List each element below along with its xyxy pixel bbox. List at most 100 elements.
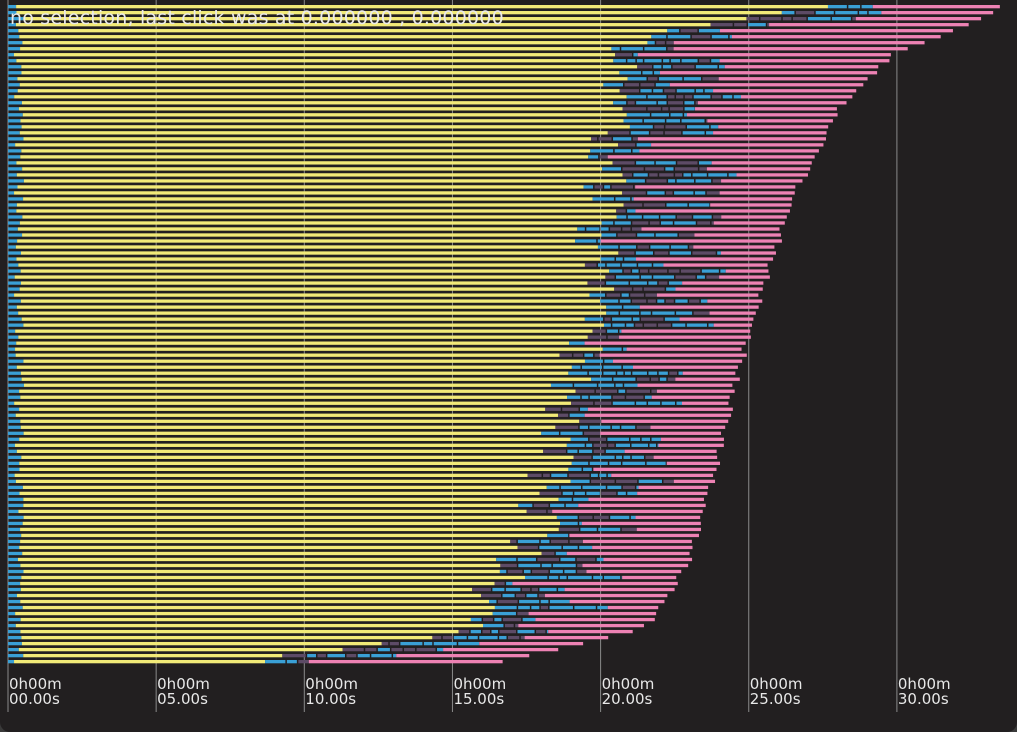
bar-segment-phase-b	[540, 539, 550, 544]
bar-segment-startup	[8, 125, 22, 129]
bar-segment-phase-c	[656, 293, 759, 297]
bar-segment-phase-b	[502, 617, 522, 622]
bar-segment-startup	[8, 545, 20, 550]
bar-segment-phase-b	[636, 161, 655, 165]
bar-segment-phase-b	[558, 497, 572, 502]
bar-segment-phase-b	[468, 635, 478, 640]
bars	[8, 5, 1000, 664]
bar-segment-phase-c	[635, 209, 790, 213]
bar-segment-phase-b	[827, 5, 847, 9]
bar-segment-phase-a	[17, 185, 584, 189]
bar-segment-phase-b	[701, 269, 719, 273]
bar-segment-phase-a	[15, 245, 598, 249]
bar-segment-phase-b	[667, 47, 674, 51]
bar-segment-phase-b	[624, 257, 637, 261]
bar-segment-phase-b	[518, 605, 530, 610]
bar-segment-phase-b	[708, 323, 714, 327]
bar-segment-phase-b	[574, 383, 597, 387]
bar-segment-phase-b	[601, 221, 614, 225]
bar-segment-phase-b	[657, 101, 667, 105]
bar-segment-phase-a	[21, 125, 630, 129]
bar-segment-phase-c	[584, 413, 732, 417]
bar-segment-phase-a	[21, 641, 382, 646]
bar-segment-phase-b	[668, 101, 683, 105]
bar-segment-phase-a	[16, 209, 617, 213]
bar-segment-phase-b	[674, 221, 696, 225]
bar-segment-phase-b	[580, 407, 588, 411]
bar-segment-phase-b	[570, 479, 590, 484]
bar-segment-startup	[8, 185, 18, 189]
bar-segment-phase-a	[17, 89, 620, 93]
bar-segment-phase-b	[479, 635, 498, 640]
bar-segment-phase-b	[686, 125, 710, 129]
bar-segment-phase-c	[653, 455, 718, 459]
bar-segment-phase-a	[20, 395, 568, 399]
bar-segment-phase-b	[594, 401, 612, 405]
bar-segment-phase-b	[581, 365, 602, 369]
bar-segment-phase-b	[636, 377, 650, 381]
bar-segment-phase-b	[658, 371, 668, 375]
bar-segment-phase-b	[371, 653, 392, 658]
bar-segment-phase-a	[17, 77, 628, 81]
bar-segment-phase-b	[674, 167, 698, 171]
bar-segment-phase-b	[492, 611, 516, 616]
bar-segment-phase-b	[573, 497, 589, 502]
bar-segment-phase-b	[632, 299, 647, 303]
bar-segment-phase-a	[15, 413, 559, 417]
bar-segment-startup	[8, 617, 21, 622]
bar-segment-phase-b	[643, 287, 665, 291]
bar-segment-phase-c	[669, 83, 864, 87]
bar-segment-phase-b	[423, 641, 433, 646]
bar-segment-phase-b	[694, 191, 706, 195]
bar-segment-phase-b	[658, 323, 671, 327]
bar-segment-phase-b	[623, 455, 631, 459]
bar-segment-phase-b	[571, 365, 581, 369]
bar-segment-phase-c	[719, 59, 890, 63]
bar-segment-phase-c	[635, 515, 701, 520]
bar-segment-phase-c	[587, 407, 733, 411]
bar-segment-phase-b	[630, 515, 636, 520]
bar-segment-phase-b	[588, 371, 602, 375]
bar-segment-phase-b	[644, 47, 667, 51]
bar-segment-phase-b	[568, 371, 588, 375]
bar-segment-startup	[8, 293, 15, 297]
bar-segment-phase-b	[598, 383, 615, 387]
bar-segment-phase-b	[472, 587, 491, 592]
bar-segment-phase-b	[643, 203, 666, 207]
bar-segment-phase-b	[538, 593, 545, 598]
bar-segment-phase-a	[16, 173, 623, 177]
bar-segment-phase-b	[606, 281, 629, 285]
bar-segment-phase-b	[541, 551, 555, 556]
bar-segment-startup	[8, 311, 19, 315]
bar-segment-phase-b	[504, 623, 514, 628]
bar-segment-phase-b	[622, 173, 632, 177]
bar-segment-phase-c	[552, 509, 703, 514]
bar-segment-phase-b	[613, 101, 627, 105]
bar-segment-startup	[8, 401, 15, 405]
bar-segment-phase-c	[724, 65, 879, 69]
bar-segment-phase-b	[630, 131, 649, 135]
bar-segment-phase-b	[453, 635, 467, 640]
bar-segment-phase-b	[618, 389, 626, 393]
bar-segment-startup	[8, 605, 23, 610]
bar-segment-phase-b	[696, 275, 705, 279]
bar-segment-phase-b	[619, 299, 631, 303]
bar-segment-phase-b	[615, 53, 632, 57]
bar-segment-phase-b	[680, 269, 701, 273]
bar-segment-phase-b	[627, 101, 635, 105]
bar-segment-phase-b	[657, 443, 659, 447]
bar-segment-phase-b	[642, 71, 653, 75]
bar-segment-startup	[8, 497, 24, 502]
bar-segment-phase-a	[19, 545, 518, 550]
bar-segment-phase-b	[483, 617, 493, 622]
bar-segment-phase-a	[20, 119, 624, 123]
bar-segment-phase-c	[611, 473, 714, 478]
bar-segment-phase-b	[616, 479, 638, 484]
bar-segment-phase-b	[626, 179, 645, 183]
bar-segment-phase-b	[591, 479, 615, 484]
bar-segment-phase-b	[589, 461, 608, 465]
bar-segment-phase-b	[640, 317, 664, 321]
bar-segment-phase-c	[518, 623, 644, 628]
